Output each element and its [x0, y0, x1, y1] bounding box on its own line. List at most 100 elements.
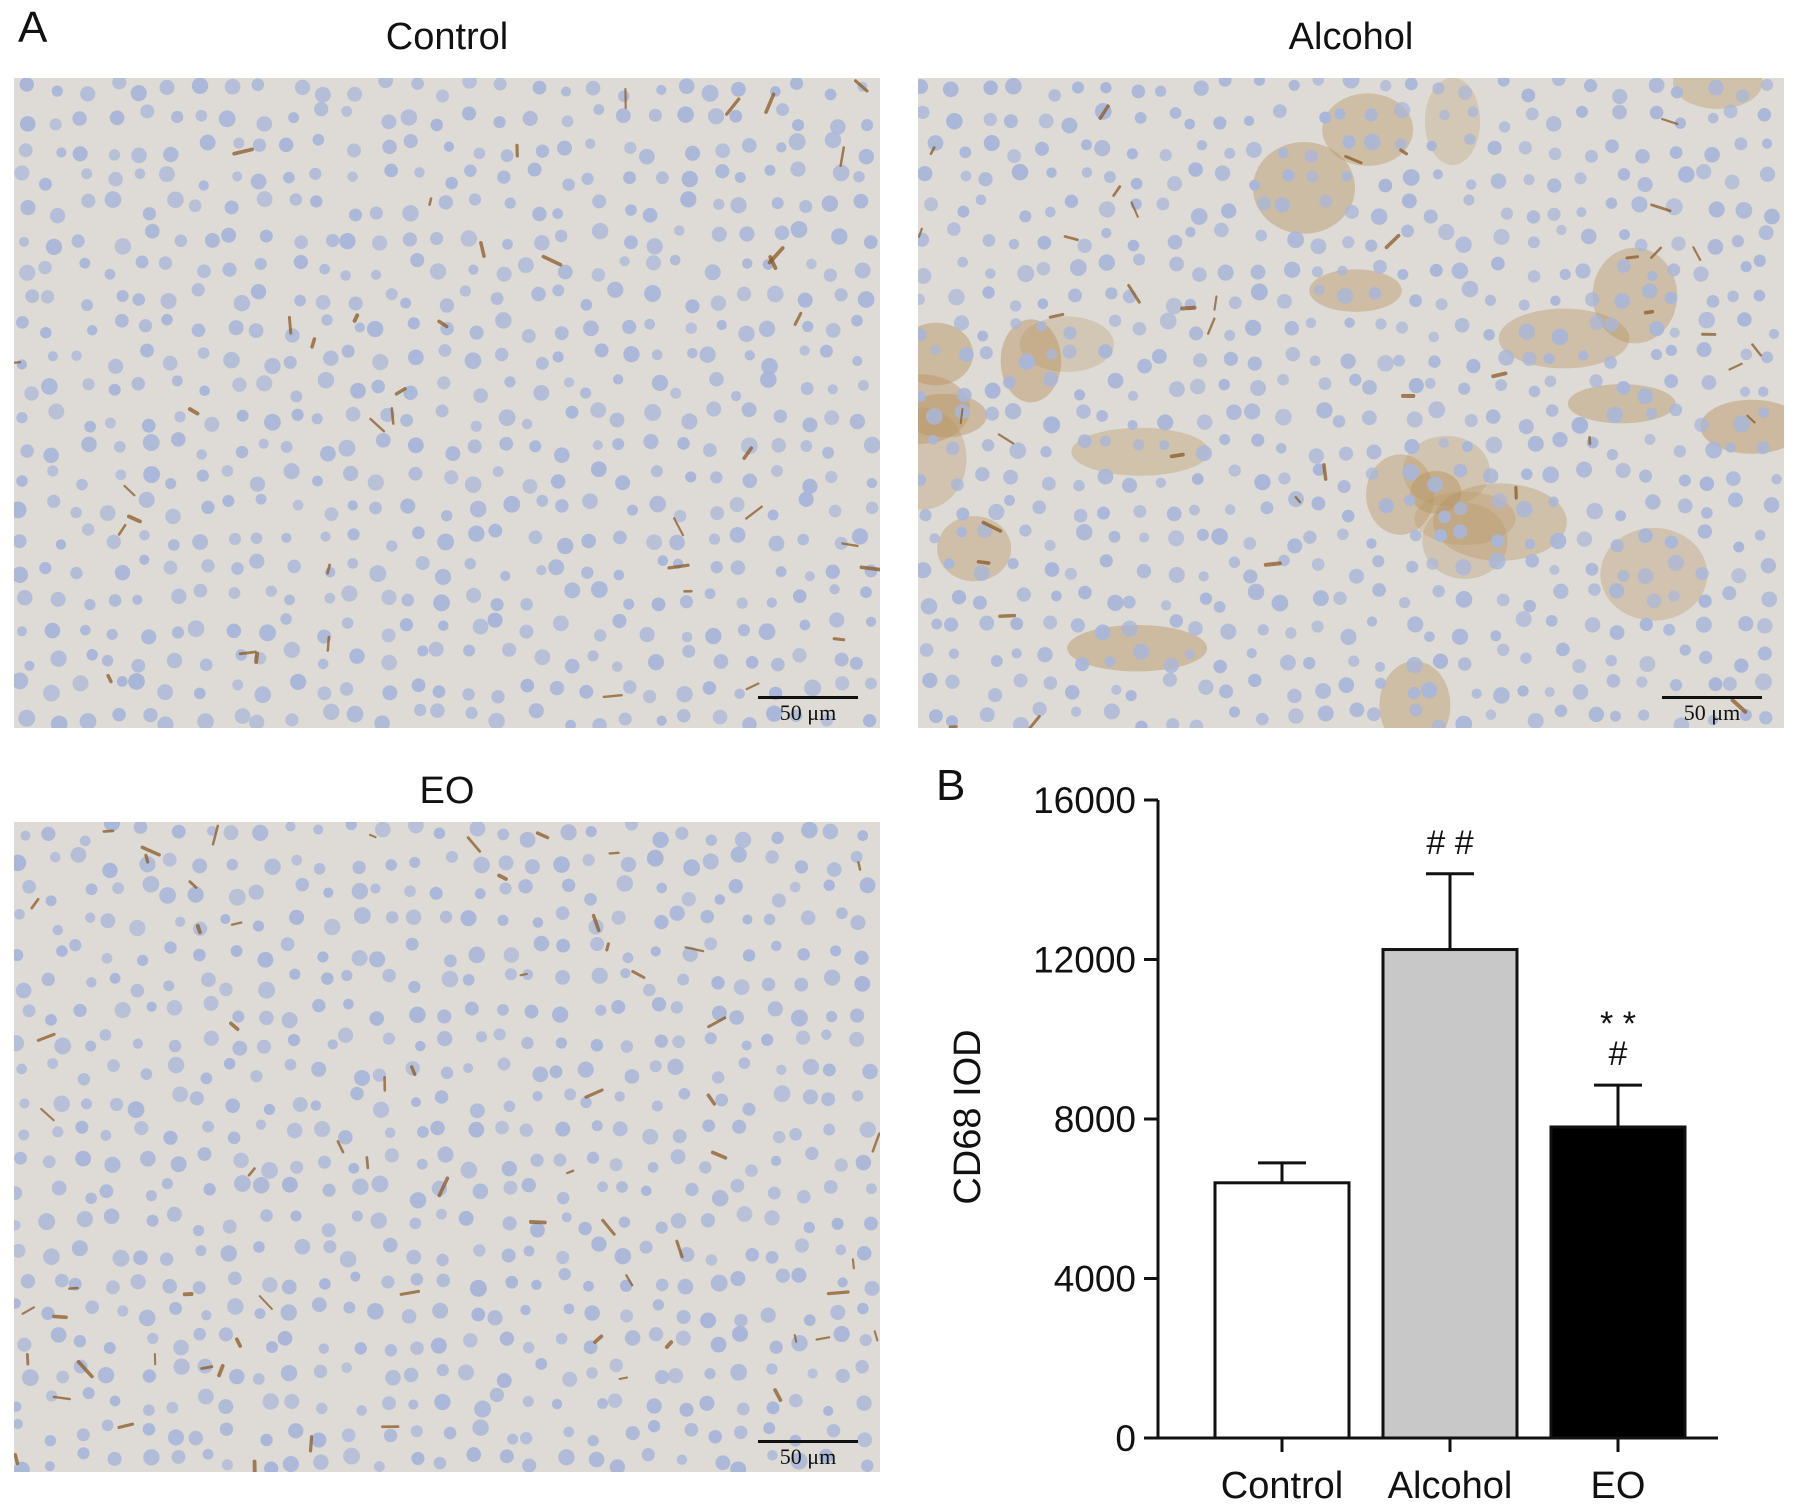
nucleus: [161, 313, 173, 326]
nucleus: [1487, 140, 1502, 155]
nucleus: [1637, 177, 1653, 193]
nucleus: [803, 1221, 816, 1234]
nucleus: [441, 970, 459, 988]
nucleus: [108, 358, 124, 374]
nucleus: [1317, 705, 1334, 722]
nucleus: [532, 1090, 543, 1102]
nucleus: [1401, 224, 1414, 238]
nucleus: [655, 1278, 669, 1292]
nucleus: [106, 628, 118, 641]
nucleus: [1673, 445, 1687, 458]
nucleus: [534, 649, 551, 666]
nucleus: [171, 626, 185, 639]
nucleus: [343, 998, 354, 1010]
nucleus: [521, 329, 536, 344]
nucleus: [401, 1309, 417, 1324]
nucleus: [959, 146, 972, 159]
nucleus: [1515, 611, 1532, 628]
nucleus: [498, 409, 516, 427]
nucleus: [343, 1447, 361, 1465]
nucleus: [685, 145, 701, 161]
nucleus: [45, 895, 57, 907]
nucleus: [684, 1422, 699, 1437]
nucleus: [942, 81, 959, 98]
nucleus: [1098, 344, 1113, 359]
nucleus: [565, 405, 579, 419]
nucleus: [43, 1248, 60, 1265]
nucleus: [347, 500, 358, 511]
nucleus: [612, 438, 625, 451]
nucleus: [1723, 104, 1738, 119]
nucleus: [321, 972, 334, 985]
nucleus: [648, 108, 662, 122]
nucleus: [444, 954, 457, 968]
nucleus: [864, 1280, 880, 1296]
nucleus: [283, 355, 297, 369]
nucleus: [1380, 80, 1392, 92]
nucleus: [341, 344, 355, 358]
nucleus: [385, 911, 399, 924]
nucleus: [699, 346, 716, 363]
nucleus: [443, 141, 455, 152]
nucleus: [1036, 261, 1051, 276]
nucleus: [857, 1302, 869, 1315]
nucleus: [112, 1249, 130, 1267]
nucleus: [463, 644, 476, 657]
nucleus: [536, 565, 547, 576]
nucleus: [975, 194, 987, 206]
nucleus: [443, 1426, 457, 1440]
nucleus: [323, 703, 340, 720]
nucleus: [146, 1001, 157, 1012]
nucleus: [1606, 406, 1624, 424]
nucleus: [108, 383, 121, 396]
nucleus: [1287, 231, 1304, 249]
nucleus: [1761, 138, 1773, 149]
nucleus: [193, 1327, 206, 1341]
y-tick-label: 16000: [1033, 780, 1136, 821]
nucleus: [730, 1178, 745, 1193]
nucleus: [197, 1147, 212, 1161]
nucleus: [1696, 342, 1712, 358]
nucleus: [981, 439, 995, 452]
nucleus: [654, 915, 669, 930]
nucleus: [493, 116, 506, 129]
nucleus: [577, 1061, 594, 1078]
nucleus: [1191, 473, 1204, 485]
nucleus: [1250, 264, 1266, 280]
nucleus: [222, 1219, 237, 1234]
cd68-stained-cell: [1028, 715, 1041, 728]
nucleus: [115, 469, 127, 481]
nucleus: [585, 80, 601, 96]
nucleus: [143, 1404, 155, 1416]
cd68-stained-cell: [232, 147, 254, 156]
nucleus: [1097, 468, 1114, 485]
nucleus: [280, 613, 292, 625]
alcohol-scale-bar-line: [1662, 696, 1762, 699]
nucleus: [772, 1130, 786, 1144]
nucleus: [1101, 227, 1112, 239]
nucleus: [378, 78, 394, 89]
nucleus: [643, 433, 659, 450]
nucleus: [264, 357, 281, 375]
cd68-stained-cell: [399, 1289, 421, 1296]
nucleus: [1679, 644, 1691, 656]
nucleus: [1133, 643, 1150, 660]
nucleus: [739, 226, 755, 242]
nucleus: [259, 229, 273, 243]
nucleus: [19, 116, 36, 132]
nucleus: [341, 1362, 352, 1374]
cd68-stained-cell: [117, 523, 127, 536]
nucleus: [738, 1057, 751, 1069]
nucleus: [554, 229, 568, 243]
nucleus: [429, 263, 447, 280]
nucleus: [77, 1073, 91, 1086]
nucleus: [799, 199, 813, 214]
nucleus: [351, 1210, 363, 1222]
nucleus: [580, 387, 592, 399]
nucleus: [499, 1331, 515, 1346]
nucleus: [341, 105, 353, 117]
nucleus: [50, 715, 68, 728]
nucleus: [1464, 414, 1478, 428]
nucleus: [473, 147, 486, 160]
nucleus: [429, 886, 443, 900]
